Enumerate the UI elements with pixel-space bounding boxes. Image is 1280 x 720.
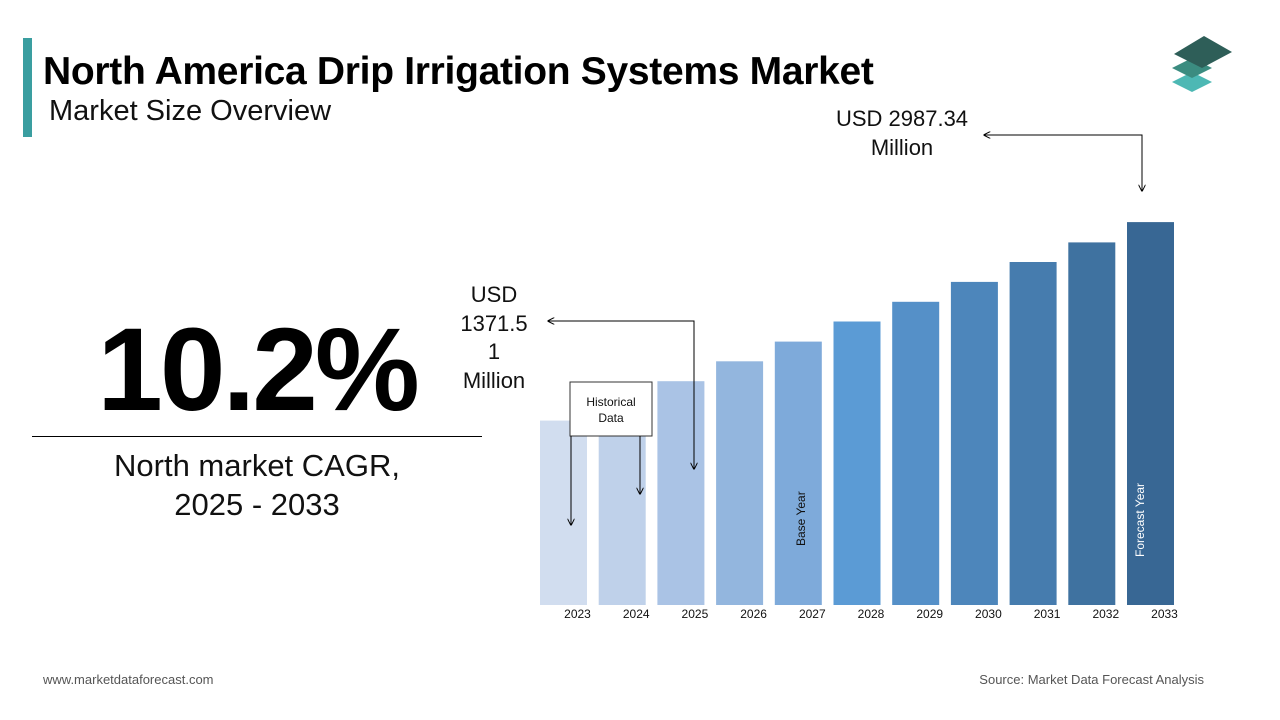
x-tick-2029: 2029 <box>916 607 943 621</box>
x-tick-2033: 2033 <box>1151 607 1178 621</box>
historical-data-label-line2: Data <box>598 411 624 425</box>
bar-2031 <box>1009 262 1057 605</box>
bar-2028 <box>833 321 881 605</box>
cagr-label-line1: North market CAGR, <box>114 448 400 483</box>
bar-2029 <box>892 301 940 605</box>
cagr-label: North market CAGR, 2025 - 2033 <box>32 446 482 524</box>
x-tick-2027: 2027 <box>799 607 826 621</box>
x-tick-2028: 2028 <box>858 607 885 621</box>
bar-2032 <box>1068 242 1116 605</box>
end-value-label-line2: Million <box>871 135 933 160</box>
bar-2033 <box>1127 222 1174 605</box>
x-tick-2023: 2023 <box>564 607 591 621</box>
start-value-label-line4: Million <box>463 368 525 393</box>
base-year-label: Base Year <box>794 491 808 546</box>
bar-2027 <box>774 341 822 605</box>
footer-source: Source: Market Data Forecast Analysis <box>979 672 1204 687</box>
start-value-arrow <box>548 321 694 469</box>
x-tick-labels: 2023 2024 2025 2026 2027 2028 2029 2030 2031 2032… <box>564 607 1178 621</box>
bar-2030 <box>950 281 998 605</box>
historical-data-label-line1: Historical <box>586 395 635 409</box>
logo-icon <box>1172 36 1232 92</box>
footer-website: www.marketdataforecast.com <box>43 672 214 687</box>
bars-group <box>540 222 1174 605</box>
start-value-label-line1: USD <box>471 282 517 307</box>
start-value-label-line3: 1 <box>488 339 500 364</box>
cagr-label-line2: 2025 - 2033 <box>174 487 340 522</box>
forecast-year-label: Forecast Year <box>1133 483 1147 557</box>
page-title: North America Drip Irrigation Systems Ma… <box>43 50 874 93</box>
logo-layer-bottom <box>1172 72 1212 92</box>
end-value-arrow <box>984 135 1142 191</box>
x-tick-2032: 2032 <box>1092 607 1119 621</box>
x-tick-2030: 2030 <box>975 607 1002 621</box>
bar-2026 <box>716 361 764 605</box>
page-subtitle: Market Size Overview <box>49 95 332 127</box>
x-tick-2024: 2024 <box>623 607 650 621</box>
cagr-divider <box>32 436 482 437</box>
bar-2025 <box>657 381 705 605</box>
title-accent-bar <box>23 38 32 137</box>
historical-data-box <box>569 381 653 437</box>
cagr-value: 10.2% <box>97 304 420 436</box>
logo-layer-top <box>1174 36 1232 68</box>
end-value-label-line1: USD 2987.34 <box>836 106 968 131</box>
x-tick-2026: 2026 <box>740 607 767 621</box>
x-tick-2031: 2031 <box>1034 607 1061 621</box>
x-tick-2025: 2025 <box>682 607 709 621</box>
start-value-label-line2: 1371.5 <box>460 311 527 336</box>
bar-2023 <box>540 420 587 605</box>
